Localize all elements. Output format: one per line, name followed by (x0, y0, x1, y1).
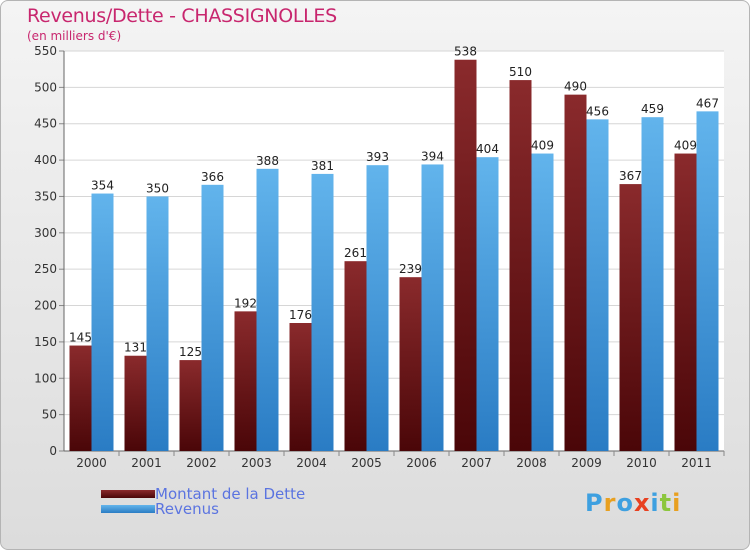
x-tick-label: 2009 (571, 456, 602, 470)
data-label: 409 (531, 139, 554, 153)
chart-title: Revenus/Dette - CHASSIGNOLLES (27, 5, 337, 27)
data-label: 404 (476, 142, 499, 156)
bar-debt (619, 184, 642, 451)
x-tick-label: 2001 (131, 456, 162, 470)
data-label: 354 (91, 179, 114, 193)
y-tick-label: 50 (42, 408, 57, 422)
x-tick-label: 2008 (516, 456, 547, 470)
bar-revenue (256, 168, 279, 451)
bar-revenue (696, 111, 719, 451)
bar-debt (564, 94, 587, 452)
bar-debt (399, 277, 422, 451)
data-label: 538 (454, 45, 477, 59)
data-label: 125 (179, 345, 202, 359)
x-tick-label: 2006 (406, 456, 437, 470)
bar-debt (454, 59, 477, 452)
bar-debt (234, 311, 257, 451)
logo-letter: P (585, 489, 604, 517)
data-label: 394 (421, 149, 444, 163)
data-label: 350 (146, 181, 169, 195)
y-tick-label: 550 (34, 44, 57, 58)
bar-debt (509, 80, 532, 451)
bar-debt (179, 360, 202, 451)
x-tick-label: 2003 (241, 456, 272, 470)
y-tick-label: 0 (49, 444, 57, 458)
logo-letter: t (659, 489, 673, 517)
data-label: 381 (311, 159, 334, 173)
x-tick-label: 2000 (76, 456, 107, 470)
bar-revenue (366, 165, 389, 451)
bar-revenue (641, 117, 664, 451)
bar-revenue (146, 196, 169, 451)
proxiti-logo: Proxiti (585, 489, 681, 517)
legend-label-revenue: Revenus (155, 500, 219, 518)
y-tick-label: 450 (34, 117, 57, 131)
bar-debt (69, 345, 92, 451)
x-tick-label: 2002 (186, 456, 217, 470)
bar-revenue (421, 164, 444, 452)
data-label: 459 (641, 102, 664, 116)
data-label: 131 (124, 341, 147, 355)
data-label: 367 (619, 169, 642, 183)
logo-letter: i (650, 489, 660, 517)
chart-subtitle: (en milliers d'€) (27, 29, 122, 43)
logo-letter: i (672, 489, 682, 517)
plot-area (64, 51, 724, 451)
legend-swatch-debt (101, 490, 155, 498)
bar-revenue (91, 193, 114, 451)
data-label: 261 (344, 246, 367, 260)
data-label: 145 (69, 331, 92, 345)
legend-swatch-revenue (101, 505, 155, 513)
data-label: 239 (399, 262, 422, 276)
data-label: 192 (234, 296, 257, 310)
bar-revenue (476, 157, 499, 451)
x-tick-label: 2011 (681, 456, 712, 470)
bar-debt (344, 261, 367, 451)
y-tick-label: 250 (34, 262, 57, 276)
y-tick-label: 350 (34, 189, 57, 203)
bar-revenue (531, 153, 554, 451)
y-tick-label: 500 (34, 80, 57, 94)
data-label: 490 (564, 80, 587, 94)
bar-revenue (201, 184, 224, 451)
y-tick-label: 300 (34, 226, 57, 240)
data-label: 366 (201, 170, 224, 184)
x-tick-label: 2004 (296, 456, 327, 470)
bar-debt (124, 355, 147, 451)
x-tick-label: 2010 (626, 456, 657, 470)
y-tick-label: 150 (34, 335, 57, 349)
bar-revenue (586, 119, 609, 451)
y-tick-label: 100 (34, 371, 57, 385)
x-tick-label: 2005 (351, 456, 382, 470)
logo-letter: o (616, 489, 634, 517)
legend-label-debt: Montant de la Dette (155, 485, 306, 503)
data-label: 393 (366, 150, 389, 164)
data-label: 409 (674, 139, 697, 153)
y-tick-label: 400 (34, 153, 57, 167)
logo-letter: r (603, 489, 617, 517)
bar-debt (674, 153, 697, 451)
bar-revenue (311, 173, 334, 451)
data-label: 467 (696, 96, 719, 110)
data-label: 510 (509, 65, 532, 79)
data-label: 456 (586, 104, 609, 118)
data-label: 176 (289, 308, 312, 322)
y-tick-label: 200 (34, 299, 57, 313)
x-tick-label: 2007 (461, 456, 492, 470)
bar-debt (289, 323, 312, 451)
logo-letter: x (633, 489, 651, 517)
data-label: 388 (256, 154, 279, 168)
